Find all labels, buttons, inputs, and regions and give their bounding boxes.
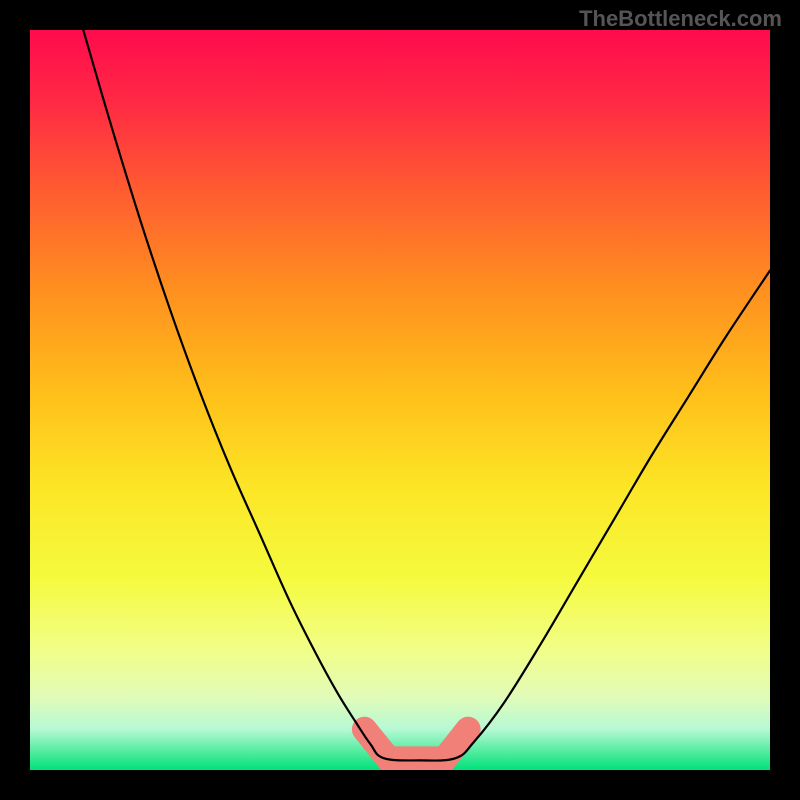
watermark-text: TheBottleneck.com [579, 6, 782, 32]
chart-svg [30, 30, 770, 770]
bottleneck-chart [30, 30, 770, 770]
gradient-background [30, 30, 770, 770]
